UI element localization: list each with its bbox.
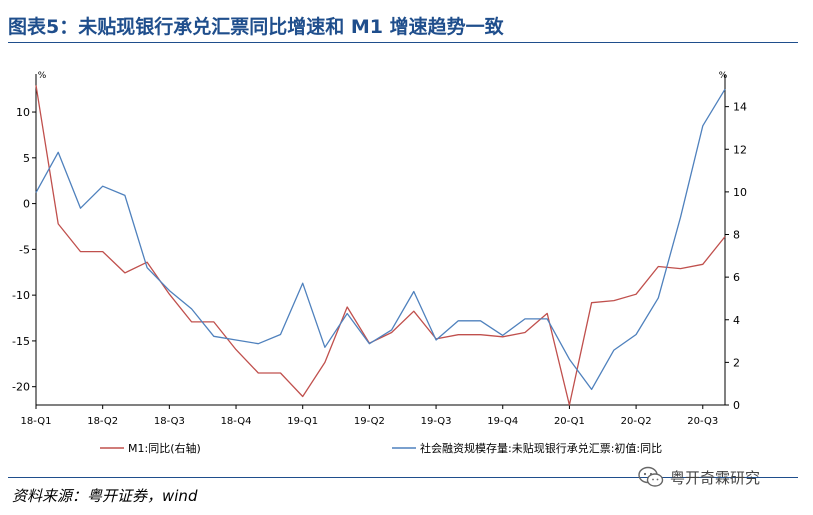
right-tick-label: 0 bbox=[733, 399, 740, 412]
x-tick-label: 18-Q3 bbox=[154, 416, 185, 427]
footer-divider bbox=[8, 477, 798, 478]
line-chart: % % 10 5 0 -5 -10 -15 -20 14 12 10 8 6 4 2 0 18-Q1 18-Q2 18… bbox=[12, 71, 747, 455]
right-tick-label: 12 bbox=[733, 143, 747, 156]
right-axis-unit: % bbox=[719, 71, 728, 81]
left-tick-label: 10 bbox=[16, 106, 30, 119]
right-tick-label: 2 bbox=[733, 356, 740, 369]
source-note: 资料来源：粤开证券，wind bbox=[12, 487, 198, 505]
x-tick-label: 20-Q1 bbox=[554, 416, 585, 427]
right-tick-label: 10 bbox=[733, 186, 747, 199]
x-tick-label: 19-Q2 bbox=[354, 416, 385, 427]
watermark-text: 粤开奇霖研究 bbox=[670, 468, 761, 487]
legend: M1:同比(右轴) 社会融资规模存量:未贴现银行承兑汇票:初值:同比 bbox=[100, 441, 662, 455]
x-tick-label: 19-Q1 bbox=[287, 416, 318, 427]
x-tick-label: 18-Q1 bbox=[21, 416, 52, 427]
left-axis-unit: % bbox=[38, 71, 47, 81]
x-tick-label: 19-Q3 bbox=[421, 416, 452, 427]
legend-label-1: M1:同比(右轴) bbox=[128, 441, 201, 455]
right-tick-label: 8 bbox=[733, 229, 740, 242]
series-lines bbox=[35, 85, 726, 406]
x-tick-label: 18-Q2 bbox=[87, 416, 118, 427]
tick-labels: % % 10 5 0 -5 -10 -15 -20 14 12 10 8 6 4 2 0 18-Q1 18-Q2 18… bbox=[12, 71, 747, 427]
left-tick-label: -20 bbox=[12, 381, 30, 394]
series-line-1 bbox=[35, 85, 726, 406]
wechat-icon bbox=[638, 466, 664, 487]
left-tick-label: 5 bbox=[23, 152, 30, 165]
title-divider bbox=[8, 42, 798, 43]
figure-title: 图表5：未贴现银行承兑汇票同比增速和 M1 增速趋势一致 bbox=[8, 16, 504, 38]
right-tick-label: 4 bbox=[733, 314, 740, 327]
watermark: 粤开奇霖研究 bbox=[638, 466, 760, 488]
right-tick-label: 14 bbox=[733, 101, 747, 114]
right-tick-label: 6 bbox=[733, 271, 740, 284]
left-tick-label: -5 bbox=[19, 243, 30, 256]
left-tick-label: -10 bbox=[12, 289, 30, 302]
left-tick-label: 0 bbox=[23, 198, 30, 211]
x-tick-label: 20-Q2 bbox=[621, 416, 652, 427]
left-tick-label: -15 bbox=[12, 335, 30, 348]
series-line-2 bbox=[35, 88, 726, 391]
x-tick-label: 20-Q3 bbox=[687, 416, 718, 427]
x-tick-label: 18-Q4 bbox=[221, 416, 252, 427]
legend-label-2: 社会融资规模存量:未贴现银行承兑汇票:初值:同比 bbox=[420, 441, 662, 455]
x-tick-label: 19-Q4 bbox=[487, 416, 518, 427]
axes bbox=[32, 74, 729, 409]
